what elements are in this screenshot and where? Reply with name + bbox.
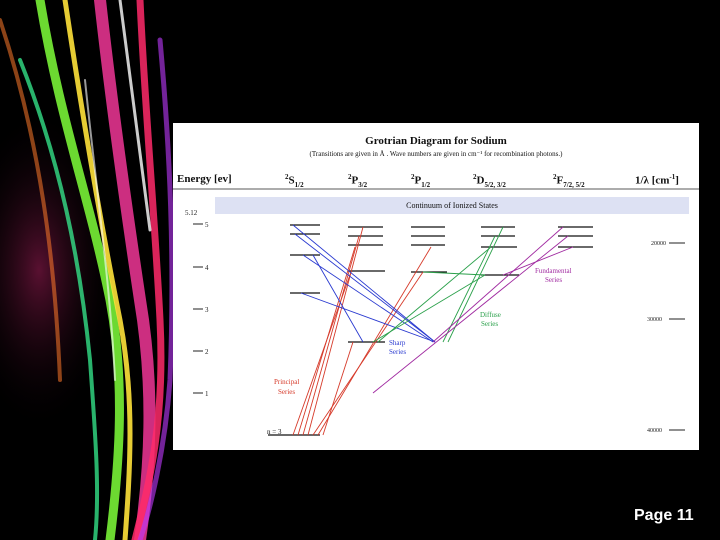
energy-tick-label: 5 — [205, 221, 209, 229]
page-number: Page 11 — [634, 507, 694, 524]
energy-tick-label: 5.12 — [185, 209, 198, 217]
energy-axis — [193, 223, 203, 394]
wavenumber-axis — [669, 242, 685, 431]
fundamental-series-label: Series — [545, 276, 562, 284]
principal-series-label: Series — [278, 388, 295, 396]
energy-tick-label: 3 — [205, 306, 209, 314]
term-header-2s: 2S1/2 — [285, 173, 304, 189]
principal-series-lines — [292, 226, 432, 436]
diffuse-series-lines — [372, 226, 504, 343]
diagram-title: Grotrian Diagram for Sodium — [365, 135, 507, 147]
wavenumber-tick-label: 20000 — [651, 241, 666, 247]
wavenumber-tick-label: 30000 — [647, 317, 662, 323]
term-header-2d: 2D5/2, 3/2 — [473, 173, 506, 189]
fundamental-series-label: Fundamental — [535, 267, 572, 275]
sharp-series-lines — [292, 224, 436, 343]
diagram-subtitle: (Transitions are given in Å . Wave numbe… — [309, 150, 563, 158]
sharp-series-label: Series — [389, 348, 406, 356]
grotrian-diagram-svg: 5.12 5 4 3 2 1 20000 30000 40000 — [173, 188, 699, 436]
principal-series-label: Principal — [274, 378, 299, 386]
term-header-2f: 2F7/2, 5/2 — [553, 173, 585, 189]
fundamental-series-lines — [372, 226, 574, 394]
energy-tick-label: 1 — [205, 390, 209, 398]
energy-tick-label: 2 — [205, 348, 209, 356]
decorative-light-streaks — [0, 0, 175, 540]
wavenumber-axis-header: 1/λ [cm-1] — [635, 173, 679, 187]
continuum-band: Continuum of Ionized States — [215, 197, 689, 214]
term-header-2p12: 2P1/2 — [411, 173, 431, 189]
diffuse-series-label: Diffuse — [480, 311, 501, 319]
energy-tick-label: 4 — [205, 264, 209, 272]
diffuse-series-label: Series — [481, 320, 498, 328]
ground-state-label: n = 3 — [267, 428, 282, 436]
energy-axis-header: Energy [ev] — [177, 173, 232, 185]
sharp-series-label: Sharp — [389, 339, 406, 347]
grotrian-diagram-image: Grotrian Diagram for Sodium (Transitions… — [173, 123, 699, 450]
wavenumber-tick-label: 40000 — [647, 428, 662, 434]
term-header-2p32: 2P3/2 — [348, 173, 368, 189]
